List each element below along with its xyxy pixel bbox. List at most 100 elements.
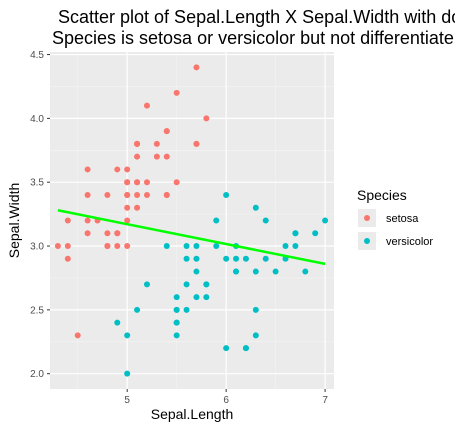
y-tick-label: 2.5 [30,305,44,316]
minor-gridlines [50,52,334,389]
point-setosa [104,230,111,237]
point-setosa [54,243,61,250]
point-versicolor [203,294,210,301]
point-setosa [74,332,81,339]
point-versicolor [143,281,150,288]
point-setosa [114,166,121,173]
y-tick-label: 3.0 [30,242,44,253]
point-versicolor [173,319,180,326]
point-versicolor [134,306,141,313]
point-setosa [153,153,160,160]
point-setosa [163,191,170,198]
point-versicolor [252,268,259,275]
point-setosa [134,179,141,186]
y-tick-label: 4.0 [30,114,44,125]
y-tick-label: 4.5 [30,50,44,61]
point-versicolor [173,306,180,313]
point-versicolor [124,332,131,339]
point-setosa [84,217,91,224]
point-versicolor [223,191,230,198]
point-versicolor [173,294,180,301]
point-setosa [173,89,180,96]
x-axis-title: Sepal.Length [151,406,234,422]
point-versicolor [193,255,200,262]
point-setosa [64,243,71,250]
point-versicolor [193,268,200,275]
point-setosa [104,243,111,250]
point-versicolor [124,370,131,377]
point-versicolor [242,255,249,262]
data-points [54,64,329,377]
chart-title-line-1: Scatter plot of Sepal.Length X Sepal.Wid… [58,7,455,27]
x-tick-label: 5 [124,395,130,406]
point-versicolor [242,345,249,352]
legend-label-setosa: setosa [386,213,419,225]
point-setosa [124,204,131,211]
point-setosa [134,191,141,198]
x-tick-label: 7 [322,395,328,406]
point-setosa [173,179,180,186]
point-setosa [134,204,141,211]
legend-marker-versicolor [364,238,370,244]
x-tick-label: 6 [223,395,229,406]
point-setosa [64,255,71,262]
point-setosa [163,128,170,135]
point-versicolor [322,217,329,224]
point-versicolor [193,294,200,301]
point-versicolor [312,230,319,237]
y-tick-label: 2.0 [30,369,44,380]
point-setosa [84,191,91,198]
point-versicolor [223,345,230,352]
legend-label-versicolor: versicolor [386,236,433,248]
trend-line [57,209,326,266]
point-setosa [124,217,131,224]
point-setosa [143,102,150,109]
point-versicolor [262,217,269,224]
point-setosa [84,230,91,237]
point-setosa [124,243,131,250]
point-versicolor [233,255,240,262]
point-versicolor [252,204,259,211]
point-setosa [193,64,200,71]
point-setosa [84,166,91,173]
point-setosa [153,140,160,147]
plot-panel [50,52,334,389]
chart-title-line-2: Species is setosa or versicolor but not … [52,28,454,48]
point-setosa [193,140,200,147]
point-versicolor [233,268,240,275]
point-versicolor [183,255,190,262]
point-setosa [124,191,131,198]
point-versicolor [183,306,190,313]
point-versicolor [203,281,210,288]
point-setosa [143,191,150,198]
point-setosa [203,115,210,122]
point-versicolor [262,255,269,262]
point-setosa [124,166,131,173]
x-axis-ticks: 5 6 7 [124,389,328,406]
point-setosa [64,217,71,224]
point-versicolor [183,281,190,288]
point-versicolor [183,243,190,250]
point-versicolor [302,268,309,275]
point-versicolor [114,319,121,326]
y-tick-label: 3.5 [30,178,44,189]
point-setosa [143,179,150,186]
point-versicolor [213,243,220,250]
point-versicolor [252,306,259,313]
y-axis-ticks: 2.0 2.5 3.0 3.5 4.0 4.5 [30,50,50,380]
legend-marker-setosa [364,215,370,221]
point-setosa [163,153,170,160]
point-versicolor [272,268,279,275]
point-versicolor [173,332,180,339]
legend-title: Species [357,187,407,203]
point-versicolor [213,217,220,224]
point-setosa [124,179,131,186]
point-versicolor [163,243,170,250]
point-setosa [114,230,121,237]
point-setosa [134,153,141,160]
point-versicolor [292,230,299,237]
y-axis-title: Sepal.Width [6,183,22,258]
point-setosa [114,243,121,250]
point-setosa [104,191,111,198]
